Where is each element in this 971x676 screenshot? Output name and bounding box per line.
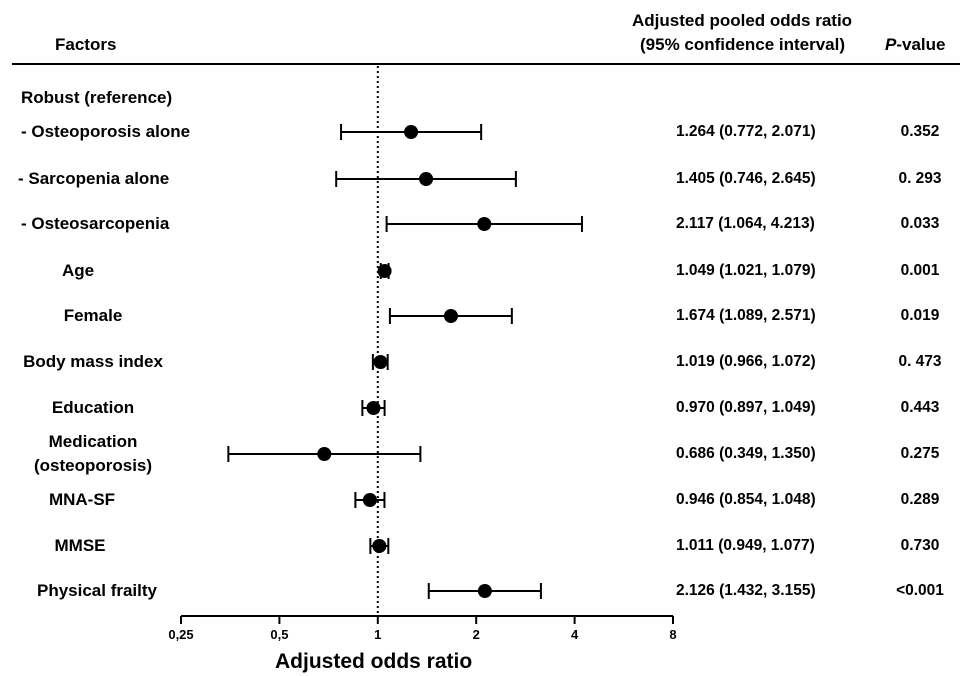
p-value: 0.352: [900, 123, 940, 140]
point-estimate: [443, 309, 458, 323]
ci-text: 1.405 (0.746, 2.645): [676, 170, 816, 187]
factor-label: MNA-SF: [48, 490, 116, 509]
factor-label: Female: [63, 306, 123, 325]
p-value: 0. 293: [898, 170, 942, 187]
factor-label: Physical frailty: [36, 581, 158, 600]
p-value: 0.730: [900, 537, 940, 554]
x-tick-label: 0,5: [270, 627, 288, 642]
p-value: 0.001: [900, 262, 940, 279]
p-value-header-italic: P: [885, 35, 897, 54]
ci-text: 2.126 (1.432, 3.155): [676, 582, 816, 599]
factor-label: - Sarcopenia alone: [18, 169, 170, 188]
factor-label: - Osteoporosis alone: [21, 122, 191, 141]
ci-text: 2.117 (1.064, 4.213): [676, 215, 815, 232]
point-estimate: [419, 172, 434, 186]
point-estimate: [317, 447, 332, 461]
ci-text: 1.019 (0.966, 1.072): [676, 353, 816, 370]
factor-label: Education: [51, 398, 135, 417]
p-value-header: P-value: [885, 35, 945, 55]
reference-row-label: Robust (reference): [21, 88, 173, 107]
p-value: 0. 473: [898, 353, 942, 370]
factor-label: Age: [61, 261, 95, 280]
p-value: 0.019: [900, 307, 940, 324]
ci-text: 1.264 (0.772, 2.071): [676, 123, 816, 140]
p-value: <0.001: [896, 582, 944, 599]
x-axis-label: Adjusted odds ratio: [275, 650, 473, 673]
point-estimate: [366, 401, 381, 415]
p-value: 0.275: [900, 445, 940, 462]
p-value: 0.289: [900, 491, 940, 508]
factor-label: MMSE: [54, 536, 106, 555]
x-tick-label: 8: [669, 627, 676, 642]
factor-label: - Osteosarcopenia: [21, 214, 170, 233]
ci-text: 1.011 (0.949, 1.077): [676, 537, 815, 554]
x-tick-label: 0,25: [168, 627, 193, 642]
ci-text: 1.049 (1.021, 1.079): [676, 262, 816, 279]
p-value: 0.033: [900, 215, 940, 232]
x-tick-label: 4: [571, 627, 579, 642]
factor-label-line2: (osteoporosis): [33, 456, 153, 475]
factor-label: Medication: [48, 432, 138, 451]
point-estimate: [372, 539, 387, 553]
p-value: 0.443: [900, 399, 940, 416]
header-divider: [12, 63, 960, 65]
factors-header: Factors: [55, 35, 117, 54]
point-estimate: [477, 584, 492, 598]
point-estimate: [377, 264, 392, 278]
factor-label: Body mass index: [23, 352, 163, 371]
point-estimate: [373, 355, 388, 369]
p-value-header-rest: -value: [896, 35, 946, 54]
x-tick-label: 1: [374, 627, 381, 642]
or-header-line2: (95% confidence interval): [640, 35, 846, 54]
ci-text: 1.674 (1.089, 2.571): [676, 307, 816, 324]
ci-text: 0.946 (0.854, 1.048): [676, 491, 816, 508]
or-header-line1: Adjusted pooled odds ratio: [632, 11, 853, 30]
point-estimate: [362, 493, 377, 507]
x-tick-label: 2: [473, 627, 480, 642]
point-estimate: [404, 125, 419, 139]
ci-text: 0.970 (0.897, 1.049): [676, 399, 816, 416]
ci-text: 0.686 (0.349, 1.350): [676, 445, 816, 462]
point-estimate: [477, 217, 492, 231]
